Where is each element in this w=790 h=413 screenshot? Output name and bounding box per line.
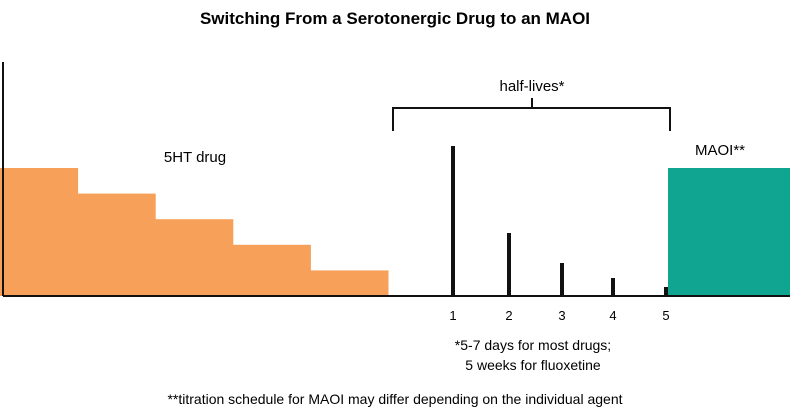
drug-step-5 [310,270,389,296]
half-life-tick-2: 2 [505,308,512,323]
half-life-bar-1 [451,146,455,296]
drug-taper [0,168,389,296]
half-life-tick-1: 1 [449,308,456,323]
diagram-title: Switching From a Serotonergic Drug to an… [200,9,590,28]
half-lives-label: half-lives* [499,78,564,95]
half-life-tick-labels: 1 2 3 4 5 [449,308,669,323]
drug-step-4 [232,244,311,296]
maoi-bar [668,168,790,296]
half-life-bar-4 [611,278,615,296]
half-life-bar-2 [507,233,511,296]
footnote-2: **titration schedule for MAOI may differ… [167,391,622,407]
drug-step-2 [77,193,156,296]
half-life-tick-3: 3 [558,308,565,323]
half-life-bars [451,146,668,296]
drug-step-3 [155,219,234,296]
footnote-1-line-1: *5-7 days for most drugs; [455,337,611,353]
half-life-bar-5 [664,287,668,296]
half-life-tick-4: 4 [609,308,616,323]
footnote-1-line-2: 5 weeks for fluoxetine [465,357,601,373]
half-life-tick-5: 5 [662,308,669,323]
drug-label: 5HT drug [164,149,226,166]
half-life-bar-3 [560,263,564,296]
drug-step-1 [0,168,79,296]
half-lives-bracket [392,98,671,131]
maoi-label: MAOI** [695,142,745,159]
